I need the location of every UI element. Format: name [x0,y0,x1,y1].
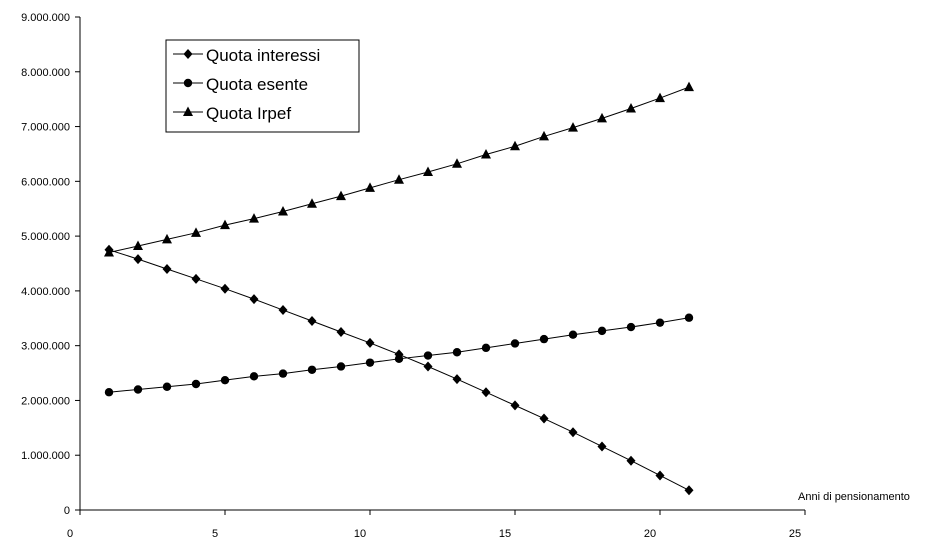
data-point [307,198,317,208]
data-point [481,343,491,353]
axes [79,17,805,511]
data-point [162,382,172,391]
data-point [655,470,665,481]
data-point [365,337,375,348]
data-point [191,273,201,284]
data-point [220,283,230,294]
data-point [655,92,665,103]
x-tick-label: 0 [67,528,73,540]
data-point [423,351,433,360]
data-point [655,318,665,327]
x-axis-ticks: 0 5 10 15 20 25 [67,510,806,540]
data-point [133,385,143,394]
y-tick-label: 4.000.000 [21,286,70,298]
data-point [133,240,143,250]
legend-label: Quota Irpef [206,104,291,123]
x-axis-label: Anni di pensionamento [798,491,910,503]
data-point [191,379,201,389]
data-point [191,227,201,237]
legend-item-quota-irpef: Quota Irpef [173,104,291,123]
data-point [510,400,520,411]
series-line [108,249,690,491]
legend: Quota interessi Quota esente Quota Irpef [165,39,360,133]
data-point [626,102,636,113]
legend-label: Quota interessi [206,46,320,65]
data-point [684,313,694,322]
data-point [220,219,230,230]
data-point [452,348,462,357]
legend-marker [183,106,193,116]
y-tick-label: 1.000.000 [21,450,70,462]
legend-marker [183,49,193,59]
data-point [539,334,549,344]
y-tick-label: 2.000.000 [21,395,70,407]
x-tick-label: 5 [212,528,218,540]
data-point [162,233,172,244]
x-tick-label: 20 [644,528,656,540]
data-point [481,387,491,398]
data-point [278,305,288,316]
data-point [481,148,491,159]
data-point [162,263,172,274]
data-point [684,485,694,496]
data-point [539,413,549,424]
data-point [365,182,375,192]
data-point [626,322,636,332]
data-point [626,455,636,466]
series-quota-irpef [104,81,694,257]
y-tick-label: 8.000.000 [21,67,70,79]
data-point [423,166,433,177]
y-tick-label: 0 [64,505,70,517]
y-tick-label: 6.000.000 [21,176,70,188]
x-tick-label: 15 [499,528,511,540]
data-point [597,112,607,123]
y-tick-label: 3.000.000 [21,341,70,353]
series-layer [104,81,694,496]
data-point [133,254,143,265]
series-quota-interessi [104,244,694,496]
data-point [452,374,462,385]
series-quota-esente [104,313,694,397]
data-point [220,375,230,385]
data-point [104,247,114,257]
data-point [394,174,404,184]
data-point [336,326,346,337]
data-point [307,316,317,327]
x-tick-label: 25 [789,528,801,540]
data-point [249,294,259,305]
data-point [104,388,114,397]
data-point [510,339,520,348]
legend-label: Quota esente [206,75,308,94]
y-tick-label: 7.000.000 [21,122,70,134]
data-point [365,358,375,367]
legend-box [165,39,360,133]
legend-marker [183,78,193,88]
data-point [539,130,549,141]
data-point [423,361,433,372]
data-point [510,140,520,151]
data-point [278,205,288,216]
data-point [568,122,578,132]
data-point [249,372,259,381]
data-point [597,441,607,452]
y-tick-label: 5.000.000 [21,231,70,243]
data-point [278,369,288,378]
data-point [684,81,694,92]
data-point [568,330,578,339]
data-point [394,354,404,364]
data-point [336,190,346,201]
legend-item-quota-esente: Quota esente [173,75,308,94]
data-point [336,362,346,371]
data-point [249,213,259,223]
y-tick-label: 9.000.000 [21,12,70,24]
data-point [452,158,462,168]
x-tick-label: 10 [354,528,366,540]
data-point [307,365,317,374]
y-axis-ticks: 0 1.000.000 2.000.000 3.000.000 4.000.000 5.0… [21,12,80,517]
data-point [597,326,607,336]
data-point [568,427,578,438]
legend-item-quota-interessi: Quota interessi [173,46,320,65]
